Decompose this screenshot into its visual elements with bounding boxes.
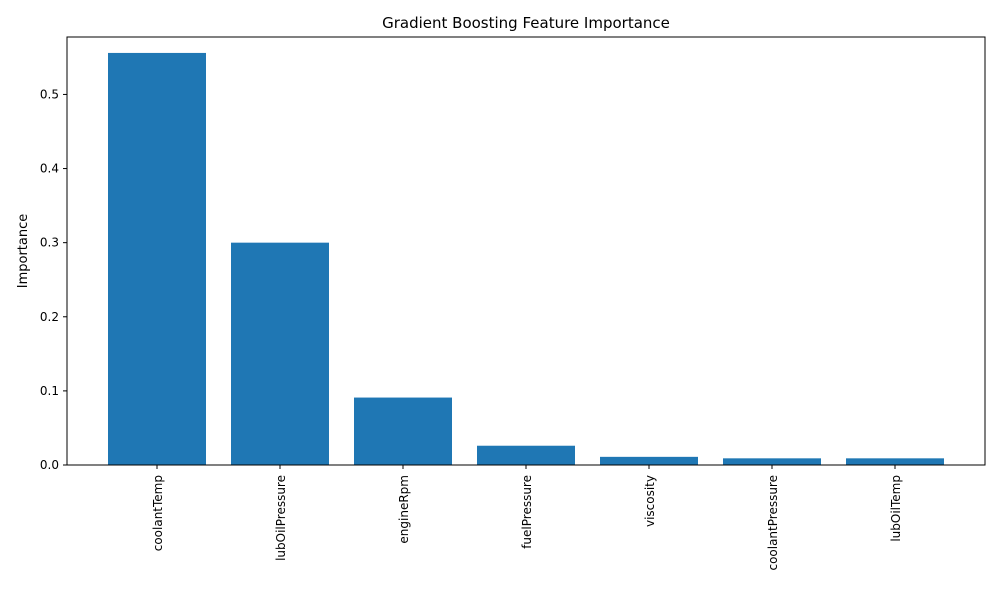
x-axis-ticks: coolantTemp lubOilPressure engineRpm fuelPr… [151, 465, 903, 571]
y-tick-label: 0.1 [40, 384, 59, 398]
x-tick-label: lubOilPressure [274, 475, 288, 561]
y-tick-label: 0.0 [40, 458, 59, 472]
y-axis-label: Importance [16, 214, 31, 289]
x-tick-label: viscosity [643, 475, 657, 527]
bar-coolantPressure [723, 458, 821, 465]
x-tick-label: fuelPressure [520, 475, 534, 549]
bar-engineRpm [354, 397, 452, 465]
x-tick-label: coolantTemp [151, 475, 165, 551]
bars-group [108, 52, 944, 465]
bar-lubOilTemp [846, 458, 944, 465]
y-tick-label: 0.5 [40, 87, 59, 101]
x-tick-label: lubOilTemp [889, 475, 903, 542]
x-tick-label: coolantPressure [766, 475, 780, 571]
bar-viscosity [600, 456, 698, 465]
y-axis-ticks: 0.0 0.1 0.2 0.3 0.4 0.5 [40, 87, 67, 472]
chart-title: Gradient Boosting Feature Importance [382, 14, 670, 32]
x-tick-label: engineRpm [397, 475, 411, 544]
y-tick-label: 0.3 [40, 236, 59, 250]
y-tick-label: 0.2 [40, 310, 59, 324]
bar-coolantTemp [108, 52, 206, 465]
bar-lubOilPressure [231, 242, 329, 465]
bar-fuelPressure [477, 445, 575, 465]
y-tick-label: 0.4 [40, 162, 59, 176]
plot-frame [66, 36, 986, 466]
